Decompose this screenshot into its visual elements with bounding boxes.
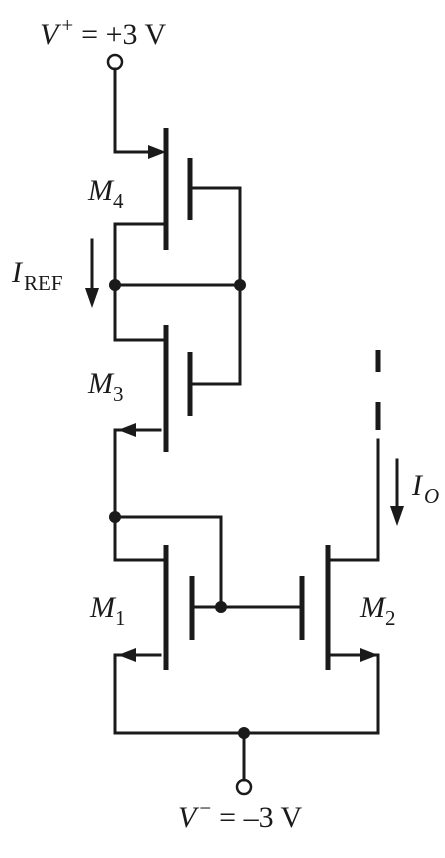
transistor-m4	[148, 128, 193, 250]
wire-m2-source	[242, 653, 380, 735]
junction-gate-node-left	[109, 279, 121, 291]
wire-m3-source	[113, 428, 162, 519]
junction-m1-drain	[109, 511, 121, 523]
m2-source-arrow	[360, 648, 378, 662]
negative-supply-symbol: V	[178, 801, 200, 834]
iref-label: IREF	[11, 256, 63, 295]
wire-m3-drain	[113, 283, 168, 342]
junction-bottom-bus	[238, 727, 250, 739]
junction-gate-node-right	[234, 279, 246, 291]
io-label-letter: I	[411, 469, 424, 502]
transistor-m2	[299, 545, 378, 670]
m2-label-index: 2	[385, 606, 396, 630]
wire-m3-gate	[188, 283, 242, 386]
m1-label-letter: M	[89, 591, 117, 624]
iref-label-letter: I	[11, 256, 24, 289]
wire-m4-gate	[188, 186, 242, 287]
junction-m1-m2-gate	[215, 601, 227, 613]
m3-label-letter: M	[87, 367, 115, 400]
positive-supply-value: = +3 V	[81, 18, 166, 51]
wire-m1-drain	[113, 515, 168, 562]
wire-m4-drain	[113, 222, 168, 287]
m4-label: M4	[87, 174, 124, 213]
negative-supply-sign: −	[199, 796, 211, 820]
wire-m1-source	[113, 653, 246, 735]
m3-source-arrow	[118, 423, 136, 437]
junctions	[109, 279, 250, 739]
positive-supply: V + = +3 V	[40, 13, 166, 71]
positive-supply-sign: +	[61, 13, 73, 37]
m3-label: M3	[87, 367, 124, 406]
io-arrow-head	[390, 506, 404, 526]
m2-label: M2	[359, 591, 396, 630]
io-label-subscript: O	[424, 484, 439, 508]
positive-supply-terminal	[106, 53, 124, 71]
positive-supply-symbol: V	[40, 18, 62, 51]
m1-source-arrow	[118, 648, 136, 662]
m1-label: M1	[89, 591, 126, 630]
negative-supply-label: V − = –3 V	[178, 796, 303, 834]
m3-label-index: 3	[113, 382, 124, 406]
negative-supply-value: = –3 V	[219, 801, 302, 834]
transistor-m1	[118, 545, 195, 670]
wire-m1-gate-feed	[113, 515, 223, 609]
wire-m2-drain	[326, 438, 380, 562]
reference-current-arrow	[85, 238, 99, 308]
m4-source-arrow	[148, 145, 166, 159]
wiring	[113, 67, 381, 782]
wire-vplus-to-m4-source	[113, 67, 162, 154]
m4-label-letter: M	[87, 174, 115, 207]
output-current-arrow	[390, 458, 404, 526]
negative-supply: V − = –3 V	[178, 778, 303, 834]
m4-label-index: 4	[113, 189, 124, 213]
transistor-m3	[118, 325, 193, 452]
m2-label-letter: M	[359, 591, 387, 624]
io-label: IO	[411, 469, 439, 508]
positive-supply-label: V + = +3 V	[40, 13, 166, 51]
negative-supply-terminal	[235, 778, 253, 796]
m1-label-index: 1	[115, 606, 126, 630]
iref-label-subscript: REF	[24, 271, 63, 295]
iref-arrow-head	[85, 288, 99, 308]
